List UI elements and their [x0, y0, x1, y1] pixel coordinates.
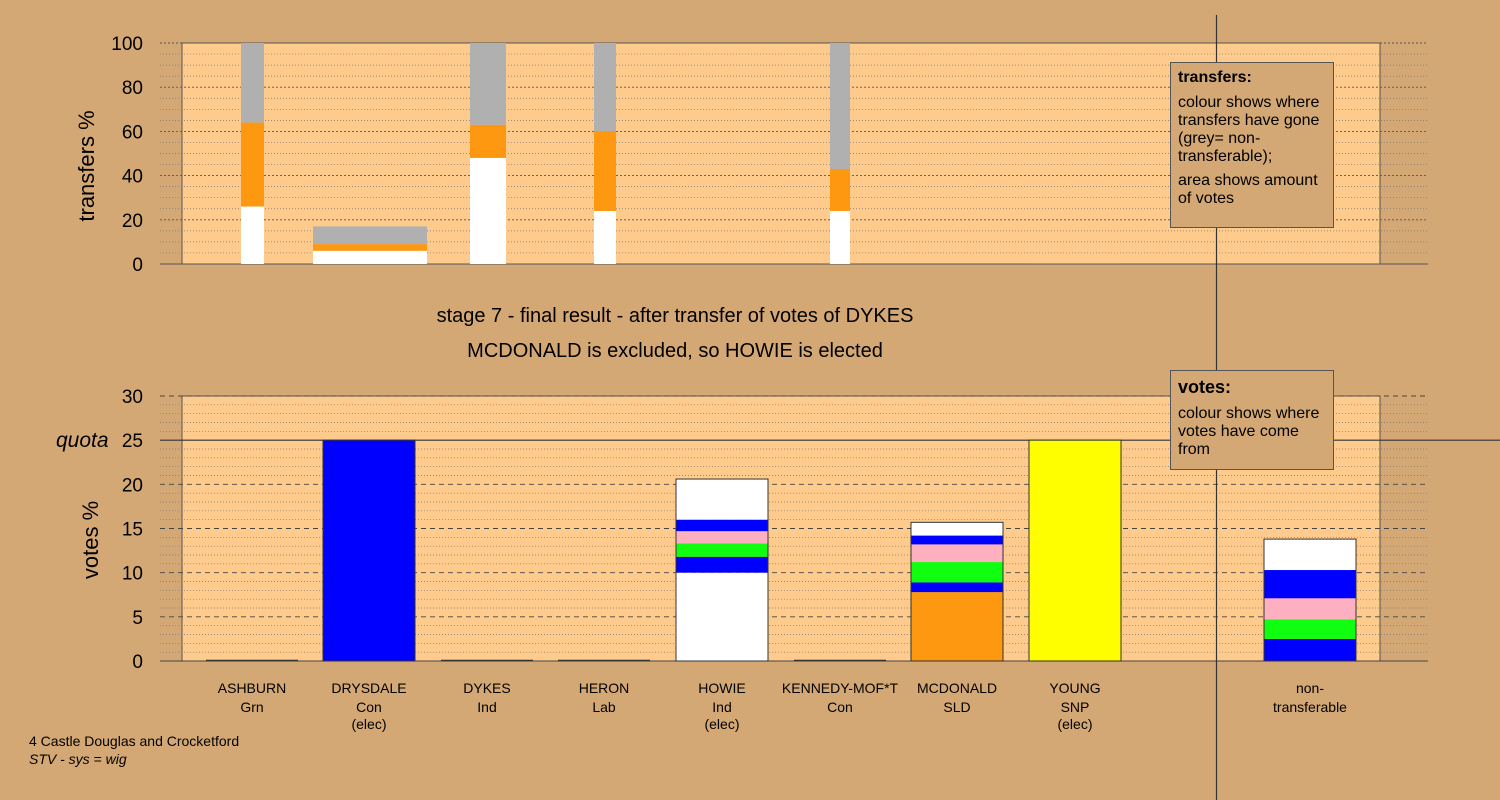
vote-segment-white — [911, 522, 1003, 536]
transfer-segment-white — [470, 157, 506, 264]
candidate-party: SLD — [943, 699, 970, 715]
candidate-status: (elec) — [1057, 716, 1092, 732]
stage-note: MCDONALD is excluded, so HOWIE is electe… — [467, 340, 883, 362]
candidate-party: SNP — [1061, 699, 1090, 715]
footer-system: STV - sys = wig — [29, 751, 127, 767]
candidate-name: YOUNG — [1049, 680, 1100, 696]
transfers-legend-box: transfers: colour shows where transfers … — [1170, 62, 1334, 228]
votes-legend-box: votes: colour shows where votes have com… — [1170, 370, 1334, 470]
vote-segment-pink — [911, 544, 1003, 563]
candidate-name: non- — [1296, 680, 1324, 696]
votes-tick-label: 20 — [122, 475, 143, 496]
candidate-status: (elec) — [351, 716, 386, 732]
vote-bar-outline — [1028, 439, 1122, 662]
transfer-segment-orange — [313, 244, 427, 251]
candidate-name: DYKES — [463, 680, 510, 696]
transfers-tick-label: 40 — [122, 167, 143, 188]
transfer-segment-orange — [241, 122, 264, 207]
footer-area-name: 4 Castle Douglas and Crocketford — [29, 733, 240, 749]
vote-segment-white — [676, 479, 768, 520]
stage-title: stage 7 - final result - after transfer … — [436, 305, 914, 327]
candidate-party: transferable — [1273, 699, 1347, 715]
vote-segment-pink — [676, 531, 768, 544]
transfers-tick-label: 60 — [122, 122, 143, 143]
candidate-name: DRYSDALE — [331, 680, 406, 696]
vote-segment-orange — [911, 592, 1003, 661]
vote-segment-blue — [676, 519, 768, 532]
vote-segment-blue — [323, 440, 415, 661]
vote-segment-yellow — [1029, 440, 1121, 661]
vote-segment-pink — [1264, 598, 1356, 620]
transfers-tick-label: 0 — [132, 255, 143, 276]
candidate-party: Lab — [592, 699, 616, 715]
transfer-segment-grey — [594, 43, 616, 132]
transfer-segment-white — [241, 206, 264, 264]
transfers-legend-text-2: area shows amount of votes — [1178, 172, 1318, 207]
transfer-segment-grey — [830, 43, 850, 169]
vote-segment-white — [1264, 539, 1356, 571]
votes-tick-label: 30 — [122, 387, 143, 408]
transfers-legend-title: transfers: — [1178, 69, 1252, 86]
transfers-tick-label: 20 — [122, 211, 143, 232]
vote-segment-green — [1264, 619, 1356, 639]
votes-tick-label: 15 — [122, 520, 143, 541]
vote-segment-blue — [676, 556, 768, 573]
vote-segment-green — [911, 562, 1003, 583]
vote-segment-blue — [1264, 638, 1356, 661]
candidate-party: Con — [827, 699, 853, 715]
transfers-tick-label: 100 — [111, 34, 143, 55]
votes-legend-text: colour shows where votes have come from — [1178, 405, 1320, 458]
vote-bar-outline — [910, 521, 1004, 662]
candidate-name: HERON — [579, 680, 630, 696]
vote-segment-blue — [1264, 570, 1356, 599]
transfer-segment-grey — [313, 226, 427, 245]
vote-bar-outline — [1263, 538, 1357, 662]
candidate-party: Ind — [712, 699, 731, 715]
votes-legend-title: votes: — [1178, 377, 1232, 397]
candidate-party: Grn — [240, 699, 263, 715]
candidate-name: KENNEDY-MOF*T — [782, 680, 899, 696]
candidate-status: (elec) — [704, 716, 739, 732]
transfer-segment-white — [594, 210, 616, 264]
transfer-segment-orange — [470, 124, 506, 158]
transfer-segment-grey — [470, 43, 506, 125]
transfers-y-axis-label: transfers % — [74, 110, 99, 221]
transfer-segment-white — [313, 250, 427, 264]
candidate-name: MCDONALD — [917, 680, 997, 696]
votes-tick-label: 10 — [122, 564, 143, 585]
candidate-party: Ind — [477, 699, 496, 715]
transfers-legend-text: colour shows where transfers have gone (… — [1178, 94, 1320, 165]
vote-segment-blue — [911, 582, 1003, 593]
transfers-tick-label: 80 — [122, 78, 143, 99]
transfer-segment-white — [830, 210, 850, 264]
vote-bar-outline — [322, 439, 416, 662]
vote-segment-white — [676, 572, 768, 661]
candidate-name: HOWIE — [698, 680, 745, 696]
votes-tick-label: 5 — [132, 608, 143, 629]
votes-tick-label: 0 — [132, 652, 143, 673]
transfer-segment-orange — [830, 168, 850, 211]
candidate-party: Con — [356, 699, 382, 715]
quota-label: quota — [56, 429, 109, 452]
votes-tick-label: 25 — [122, 431, 143, 452]
transfer-segment-orange — [594, 131, 616, 211]
transfer-segment-grey — [241, 43, 264, 123]
vote-segment-blue — [911, 535, 1003, 545]
vote-segment-green — [676, 543, 768, 557]
votes-y-axis-label: votes % — [78, 501, 103, 579]
candidate-name: ASHBURN — [218, 680, 286, 696]
vote-bar-outline — [675, 478, 769, 662]
